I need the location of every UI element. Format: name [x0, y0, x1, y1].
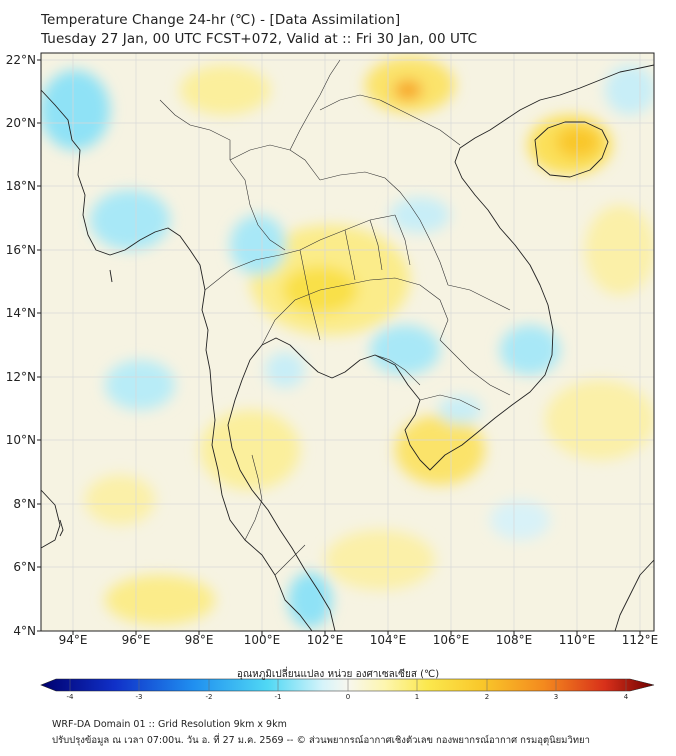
lon-label: 104°E	[369, 633, 407, 647]
lon-label: 106°E	[432, 633, 470, 647]
lon-label: 98°E	[184, 633, 214, 647]
colorbar-tick: 4	[623, 693, 629, 701]
lat-label: 10°N	[5, 433, 36, 447]
coastlines	[41, 64, 654, 631]
lon-label: 108°E	[495, 633, 533, 647]
lat-label: 22°N	[5, 53, 36, 67]
lat-label: 18°N	[5, 179, 36, 193]
lon-label: 110°E	[558, 633, 596, 647]
colorbar-tick: -1	[274, 693, 282, 701]
lat-label: 20°N	[5, 116, 36, 130]
footer-credit: ปรับปรุงข้อมูล ณ เวลา 07:00น. วัน อ. ที่…	[52, 735, 590, 746]
colorbar-tick: 0	[345, 693, 351, 701]
colorbar-tick: -3	[135, 693, 143, 701]
lon-label: 100°E	[243, 633, 281, 647]
lon-label: 96°E	[121, 633, 151, 647]
graticule	[41, 53, 654, 631]
colorbar-tick: 3	[553, 693, 559, 701]
chart-subtitle: Tuesday 27 Jan, 00 UTC FCST+072, Valid a…	[41, 31, 478, 47]
colorbar	[40, 678, 655, 692]
map-border	[40, 52, 655, 632]
lon-label: 94°E	[58, 633, 88, 647]
lat-label: 6°N	[13, 560, 36, 574]
lat-label: 12°N	[5, 370, 36, 384]
colorbar-tick: -2	[205, 693, 213, 701]
footer-model-info: WRF-DA Domain 01 :: Grid Resolution 9km …	[52, 719, 287, 730]
lat-label: 4°N	[13, 624, 36, 638]
colorbar-title: อุณหภูมิเปลี่ยนแปลง หน่วย องศาเซลเซียส (…	[236, 669, 440, 680]
lon-label: 102°E	[306, 633, 344, 647]
lon-label: 112°E	[621, 633, 659, 647]
colorbar-tick: 2	[484, 693, 490, 701]
chart-title: Temperature Change 24-hr (℃) - [Data Ass…	[41, 12, 401, 28]
colorbar-tick: 1	[414, 693, 420, 701]
lat-label: 14°N	[5, 306, 36, 320]
lat-label: 8°N	[13, 497, 36, 511]
temperature-field	[41, 53, 654, 631]
lat-label: 16°N	[5, 243, 36, 257]
colorbar-tick: -4	[66, 693, 74, 701]
axis-ticks	[37, 59, 641, 635]
province-borders	[159, 59, 511, 576]
